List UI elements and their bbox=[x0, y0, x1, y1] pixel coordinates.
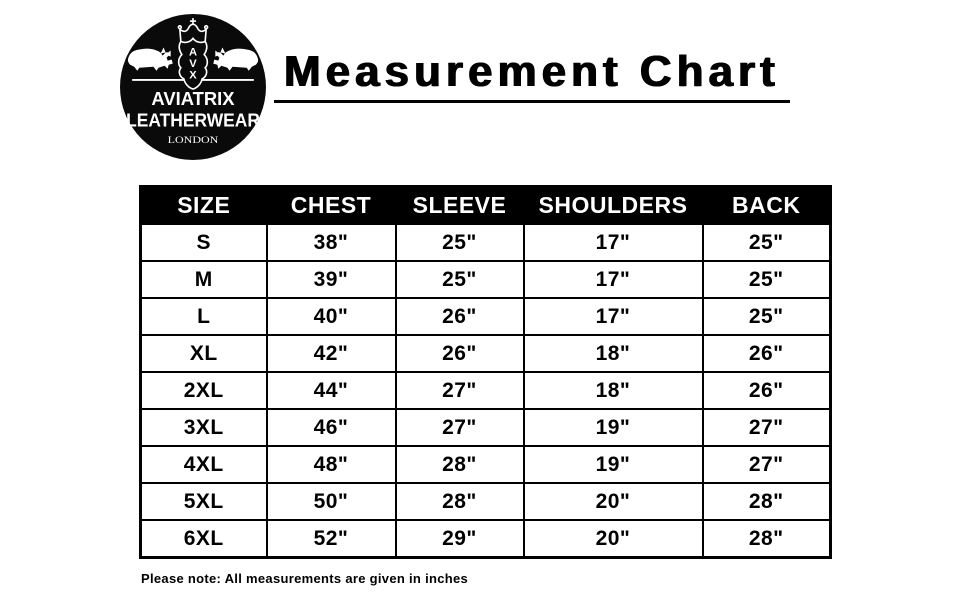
shoulders-cell: 19" bbox=[522, 445, 704, 484]
shield-icon: A V X bbox=[177, 36, 209, 90]
shoulders-cell: 18" bbox=[522, 334, 704, 373]
table-row: 5XL 50" 28" 20" 28" bbox=[139, 482, 832, 521]
chest-cell: 50" bbox=[265, 482, 397, 521]
shoulders-cell: 20" bbox=[522, 519, 704, 559]
shoulders-cell: 17" bbox=[522, 223, 704, 262]
back-cell: 25" bbox=[701, 223, 832, 262]
table-row: 6XL 52" 29" 20" 28" bbox=[139, 519, 832, 559]
chest-cell: 46" bbox=[265, 408, 397, 447]
shoulders-cell: 17" bbox=[522, 297, 704, 336]
measurement-table: SIZE CHEST SLEEVE SHOULDERS BACK S 38" 2… bbox=[139, 185, 832, 559]
logo-brand-line2: LEATHERWEAR bbox=[126, 110, 260, 131]
table-row: 2XL 44" 27" 18" 26" bbox=[139, 371, 832, 410]
chest-cell: 44" bbox=[265, 371, 397, 410]
table-row: S 38" 25" 17" 25" bbox=[139, 223, 832, 262]
back-cell: 27" bbox=[701, 408, 832, 447]
chest-cell: 38" bbox=[265, 223, 397, 262]
sleeve-cell: 29" bbox=[394, 519, 525, 559]
sleeve-cell: 26" bbox=[394, 297, 525, 336]
column-header-back: BACK bbox=[701, 185, 832, 225]
monogram-letter-a: A bbox=[189, 47, 197, 59]
bull-right-icon bbox=[213, 47, 259, 71]
size-cell: 5XL bbox=[139, 482, 268, 521]
column-header-sleeve: SLEEVE bbox=[394, 185, 525, 225]
column-header-chest: CHEST bbox=[265, 185, 397, 225]
back-cell: 25" bbox=[701, 260, 832, 299]
back-cell: 26" bbox=[701, 334, 832, 373]
table-row: 4XL 48" 28" 19" 27" bbox=[139, 445, 832, 484]
shoulders-cell: 20" bbox=[522, 482, 704, 521]
back-cell: 28" bbox=[701, 519, 832, 559]
logo-brand-line3: LONDON bbox=[168, 135, 219, 145]
chest-cell: 40" bbox=[265, 297, 397, 336]
table-row: M 39" 25" 17" 25" bbox=[139, 260, 832, 299]
shoulders-cell: 18" bbox=[522, 371, 704, 410]
column-header-size: SIZE bbox=[139, 185, 268, 225]
size-cell: XL bbox=[139, 334, 268, 373]
size-cell: 6XL bbox=[139, 519, 268, 559]
sleeve-cell: 27" bbox=[394, 408, 525, 447]
page-title: Measurement Chart bbox=[274, 50, 790, 103]
measurements-note: Please note: All measurements are given … bbox=[141, 571, 469, 586]
sleeve-cell: 28" bbox=[394, 445, 525, 484]
back-cell: 25" bbox=[701, 297, 832, 336]
logo-brand-line1: AVIATRIX bbox=[151, 88, 234, 109]
size-cell: 3XL bbox=[139, 408, 268, 447]
sleeve-cell: 25" bbox=[394, 223, 525, 262]
shoulders-cell: 17" bbox=[522, 260, 704, 299]
column-header-shoulders: SHOULDERS bbox=[522, 185, 704, 225]
shoulders-cell: 19" bbox=[522, 408, 704, 447]
monogram-letter-x: X bbox=[189, 69, 197, 81]
monogram-letter-v: V bbox=[189, 58, 197, 70]
table-row: L 40" 26" 17" 25" bbox=[139, 297, 832, 336]
sleeve-cell: 25" bbox=[394, 260, 525, 299]
sleeve-cell: 27" bbox=[394, 371, 525, 410]
sleeve-cell: 26" bbox=[394, 334, 525, 373]
size-cell: 4XL bbox=[139, 445, 268, 484]
size-cell: S bbox=[139, 223, 268, 262]
table-row: XL 42" 26" 18" 26" bbox=[139, 334, 832, 373]
back-cell: 27" bbox=[701, 445, 832, 484]
chest-cell: 52" bbox=[265, 519, 397, 559]
back-cell: 28" bbox=[701, 482, 832, 521]
brand-logo: A V X AVIATRIX LEATHERWEAR LONDON bbox=[119, 13, 267, 161]
size-cell: L bbox=[139, 297, 268, 336]
table-header-row: SIZE CHEST SLEEVE SHOULDERS BACK bbox=[139, 185, 832, 225]
size-cell: 2XL bbox=[139, 371, 268, 410]
chest-cell: 42" bbox=[265, 334, 397, 373]
back-cell: 26" bbox=[701, 371, 832, 410]
chest-cell: 39" bbox=[265, 260, 397, 299]
table-row: 3XL 46" 27" 19" 27" bbox=[139, 408, 832, 447]
size-cell: M bbox=[139, 260, 268, 299]
chest-cell: 48" bbox=[265, 445, 397, 484]
sleeve-cell: 28" bbox=[394, 482, 525, 521]
bull-left-icon bbox=[127, 47, 173, 71]
